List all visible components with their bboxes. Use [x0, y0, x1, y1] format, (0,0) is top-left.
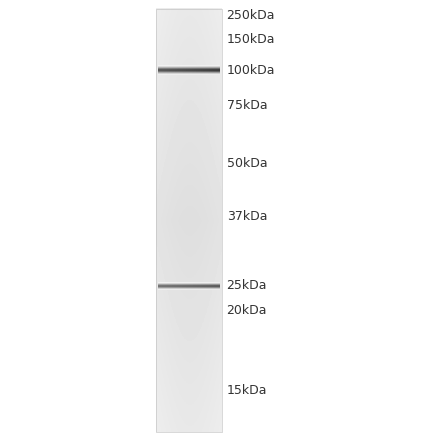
Text: 75kDa: 75kDa — [227, 99, 267, 112]
Bar — [156, 9, 222, 432]
Text: 25kDa: 25kDa — [227, 279, 267, 292]
Text: 15kDa: 15kDa — [227, 384, 267, 397]
Text: 20kDa: 20kDa — [227, 304, 267, 318]
Text: 50kDa: 50kDa — [227, 157, 267, 170]
Text: 150kDa: 150kDa — [227, 33, 275, 46]
Text: 250kDa: 250kDa — [227, 9, 275, 22]
Text: 37kDa: 37kDa — [227, 209, 267, 223]
Text: 100kDa: 100kDa — [227, 64, 275, 77]
